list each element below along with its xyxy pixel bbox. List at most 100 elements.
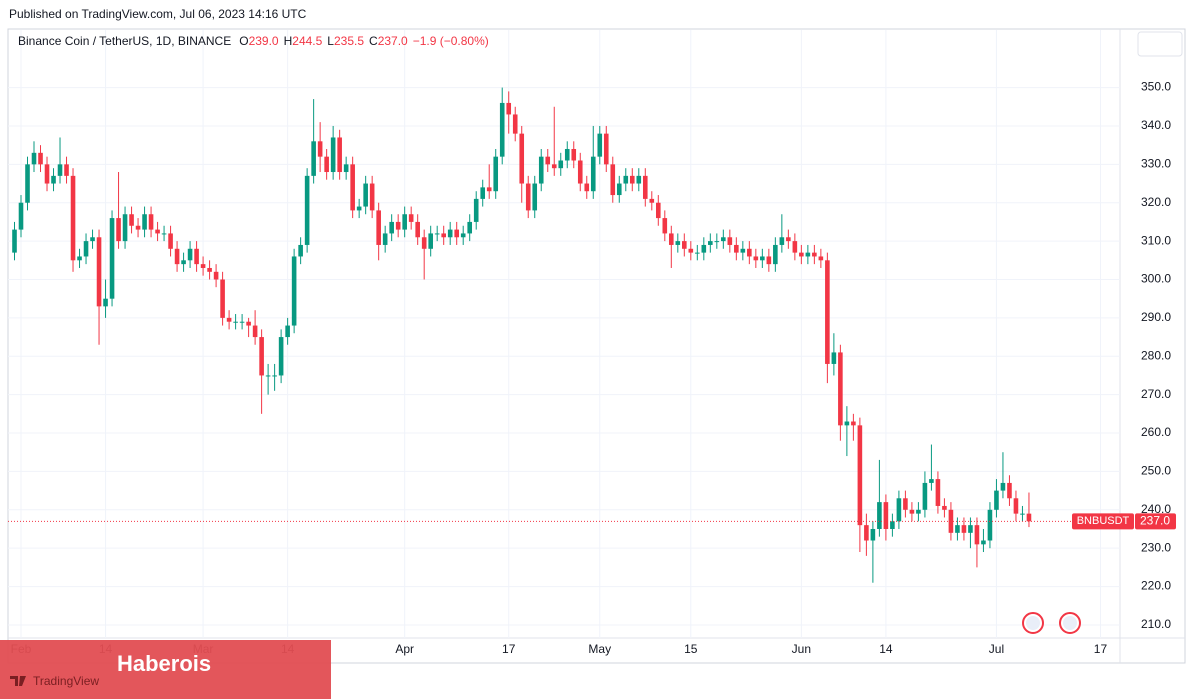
candle-body	[343, 164, 349, 173]
candle-body	[142, 214, 147, 230]
candle-body	[675, 241, 681, 245]
candle-body	[265, 375, 271, 377]
candle-body	[421, 237, 427, 249]
candle-body	[148, 214, 154, 230]
candle-body	[330, 137, 336, 173]
candle-body	[337, 137, 342, 173]
candle-body	[499, 102, 505, 157]
candle-body	[564, 148, 570, 161]
candle-body	[402, 214, 407, 230]
y-tick-label: 280.0	[1141, 348, 1171, 362]
axes: 210.0 220.0 230.0 240.0 250.0 260.0 270.0 280.0…	[11, 80, 1176, 656]
candle-body	[877, 502, 882, 529]
price-tag-label: 237.0	[1140, 513, 1170, 527]
candle-body	[304, 175, 310, 245]
candle-body	[103, 298, 108, 307]
candle-body	[38, 152, 43, 165]
candle-body	[382, 233, 388, 245]
candle-body	[272, 375, 277, 377]
candle-body	[636, 175, 642, 184]
candle-body	[168, 233, 173, 249]
x-tick-label: May	[588, 642, 611, 656]
symbol-tag-label: BNBUSDT	[1077, 515, 1130, 527]
candle-body	[682, 241, 687, 249]
candle-body	[721, 237, 726, 242]
candle-body	[603, 133, 609, 165]
candle-body	[623, 175, 629, 184]
event-icons	[1022, 612, 1081, 634]
x-tick-label: Jun	[792, 642, 811, 656]
brand-logo	[10, 676, 26, 686]
candle-body	[525, 183, 531, 211]
ohlc-value: 235.5	[334, 34, 364, 48]
candle-body	[239, 321, 245, 323]
candle-body	[812, 252, 817, 257]
candle-body	[571, 148, 577, 161]
candle-body	[668, 233, 674, 245]
candle-body	[259, 337, 264, 376]
candle-body	[987, 509, 993, 541]
y-tick-label: 240.0	[1141, 502, 1171, 516]
candle-body	[747, 248, 752, 257]
y-tick-label: 350.0	[1141, 80, 1171, 94]
candle-body	[981, 540, 986, 545]
candle-body	[311, 141, 316, 176]
candle-body	[955, 525, 960, 533]
candle-body	[916, 509, 921, 514]
candle-body	[83, 241, 89, 257]
candle-body	[57, 164, 63, 176]
candle-body	[610, 164, 616, 196]
ohlc-key: O	[239, 34, 248, 48]
candle-body	[909, 509, 915, 514]
candle-body	[857, 425, 863, 526]
ohlc-key: L	[327, 34, 334, 48]
candle-body	[220, 279, 225, 318]
candle-body	[376, 210, 381, 245]
candle-body	[298, 244, 303, 257]
candle-body	[246, 321, 251, 326]
y-tick-label: 270.0	[1141, 387, 1171, 401]
candle-body	[662, 218, 668, 234]
x-tick-label: Jul	[989, 642, 1004, 656]
candle-body	[369, 183, 375, 211]
candle-body	[122, 214, 128, 242]
y-tick-label: 320.0	[1141, 195, 1171, 209]
ohlc-value: 237.0	[378, 34, 408, 48]
candle-body	[994, 490, 999, 510]
candle-body	[226, 317, 232, 322]
candle-body	[252, 325, 258, 338]
candle-body	[207, 267, 212, 272]
candle-body	[903, 498, 908, 510]
candle-body	[935, 479, 941, 506]
chart-frame	[7, 28, 1186, 664]
candle-body	[77, 256, 82, 261]
brand-text: TradingView	[33, 674, 99, 688]
candle-body	[486, 187, 492, 192]
candle-body	[44, 164, 50, 184]
candle-body	[753, 256, 759, 261]
candles	[8, 87, 1120, 583]
candle-body	[831, 352, 837, 364]
candle-body	[922, 482, 928, 510]
y-tick-label: 220.0	[1141, 579, 1171, 593]
candle-body	[187, 248, 193, 261]
price-tag	[1135, 513, 1176, 530]
candle-body	[408, 214, 414, 222]
candle-body	[467, 221, 473, 234]
y-tick-label: 330.0	[1141, 157, 1171, 171]
candle-body	[890, 521, 895, 529]
toolbar-button[interactable]	[1137, 31, 1183, 57]
x-tick-label: 14	[879, 642, 893, 656]
candle-body	[278, 337, 284, 376]
candle-body	[942, 505, 947, 510]
candle-body	[844, 421, 850, 426]
y-tick-label: 290.0	[1141, 310, 1171, 324]
candle-body	[805, 252, 811, 257]
candle-body	[870, 528, 876, 541]
candle-body	[1000, 482, 1006, 491]
ohlc-key: C	[369, 34, 378, 48]
candle-body	[1007, 482, 1012, 499]
candle-body	[434, 233, 440, 235]
candle-body	[285, 325, 290, 338]
candle-body	[727, 237, 733, 245]
